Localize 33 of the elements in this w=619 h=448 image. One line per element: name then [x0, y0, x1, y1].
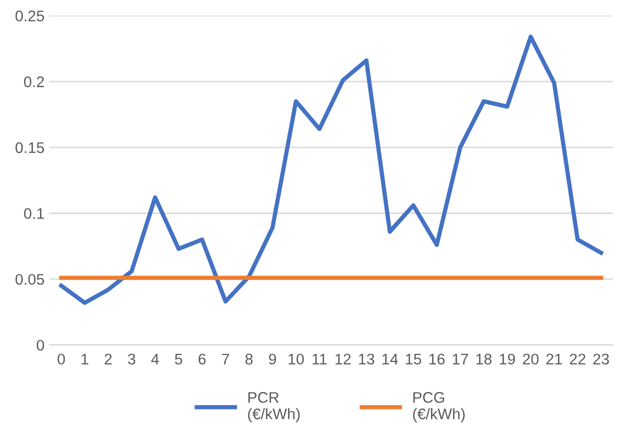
- x-tick-label: 23: [593, 354, 609, 365]
- x-tick-label: 19: [500, 354, 515, 365]
- x-tick-label: 2: [104, 354, 112, 364]
- x-tick-label: 9: [268, 354, 276, 365]
- x-tick-label: 15: [406, 354, 422, 365]
- y-tick-label: 0.15: [16, 142, 44, 154]
- y-tick-label: 0.2: [24, 76, 44, 88]
- x-tick-label: 21: [546, 354, 562, 364]
- y-tick-label: 0.1: [24, 208, 44, 219]
- y-tick-label: 0.05: [16, 274, 44, 285]
- x-tick-label: 11: [312, 354, 327, 364]
- line-series: [59, 34, 604, 305]
- x-tick-label: 8: [245, 354, 253, 365]
- x-tick-label: 4: [151, 354, 159, 364]
- x-tick-label: 3: [128, 354, 136, 365]
- x-tick-label: 22: [570, 354, 586, 364]
- x-tick-label: 18: [476, 354, 492, 365]
- y-tick-label: 0.25: [16, 10, 44, 22]
- x-tick-label: 16: [429, 354, 445, 365]
- x-tick-label: 17: [452, 354, 468, 364]
- x-tick-label: 0: [58, 354, 65, 365]
- legend-label: PCR (€/kWh): [248, 392, 300, 422]
- x-tick-label: 13: [359, 354, 374, 365]
- x-tick-label: 7: [222, 354, 230, 364]
- x-tick-label: 1: [82, 354, 88, 364]
- x-tick-label: 12: [336, 354, 351, 364]
- y-tick-label: 0: [36, 340, 44, 351]
- x-tick-label: 14: [382, 354, 398, 364]
- x-tick-label: 6: [198, 354, 206, 365]
- legend-label: PCG (€/kWh): [413, 392, 465, 422]
- x-tick-label: 20: [522, 354, 539, 365]
- x-tick-label: 5: [174, 354, 182, 365]
- x-tick-label: 10: [288, 354, 304, 365]
